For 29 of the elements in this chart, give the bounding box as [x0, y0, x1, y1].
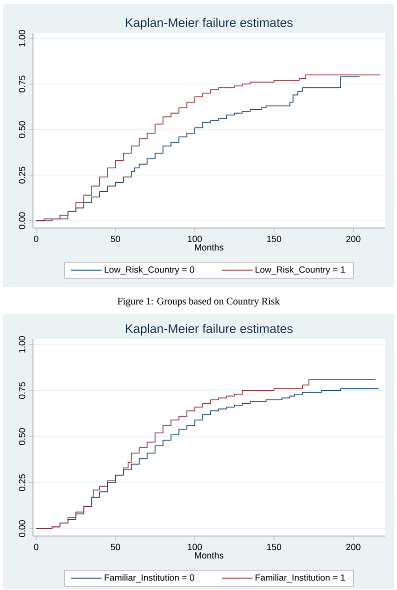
- x-tick-label: 50: [110, 236, 120, 242]
- legend-label: Low_Risk_Country = 0: [104, 266, 194, 275]
- x-tick-label: 150: [267, 236, 282, 242]
- y-tick-label: 1.00: [18, 30, 26, 46]
- x-tick-label: 0: [34, 236, 38, 242]
- x-tick-label: 200: [346, 544, 360, 550]
- caption: Figure 1: Groups based on Country Risk: [118, 297, 280, 307]
- y-tick-label: 0.50: [18, 428, 26, 445]
- y-tick-label: 0.25: [18, 166, 26, 184]
- x-tick-label: 0: [34, 544, 38, 550]
- x-tick-label: 100: [188, 236, 202, 242]
- legend-label: Familiar_Institution = 1: [256, 574, 345, 582]
- chart-title: Kaplan-Meier failure estimates: [126, 18, 293, 30]
- x-tick-label: 150: [267, 544, 282, 550]
- y-tick-label: 0.50: [18, 121, 26, 138]
- y-tick-label: 0.75: [18, 382, 26, 399]
- legend-label: Low_Risk_Country = 1: [256, 266, 345, 275]
- y-tick-label: 0.25: [18, 474, 26, 491]
- y-tick-label: 0.00: [18, 212, 26, 230]
- x-tick-label: 100: [188, 544, 202, 550]
- x-axis-title: Months: [195, 244, 224, 251]
- y-tick-label: 0.00: [18, 520, 26, 538]
- x-tick-label: 50: [110, 544, 120, 550]
- x-axis-title: Months: [195, 552, 224, 559]
- x-tick-label: 200: [346, 236, 360, 242]
- y-tick-label: 1.00: [18, 336, 26, 353]
- y-tick-label: 0.75: [18, 76, 26, 92]
- legend-label: Familiar_Institution = 0: [104, 574, 194, 582]
- chart-title: Kaplan-Meier failure estimates: [126, 324, 293, 336]
